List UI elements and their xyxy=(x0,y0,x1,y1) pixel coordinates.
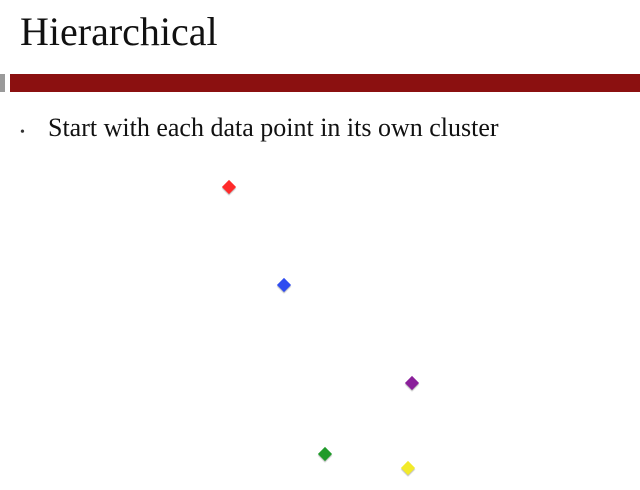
bullet-marker: • xyxy=(20,125,25,140)
red-data-point xyxy=(221,179,237,195)
slide-title: Hierarchical xyxy=(20,9,218,54)
title-rule-tab xyxy=(0,74,5,92)
bullet-item: • Start with each data point in its own … xyxy=(20,110,499,151)
bullet-text: Start with each data point in its own cl… xyxy=(48,113,499,142)
green-data-point xyxy=(317,446,333,462)
blue-data-point xyxy=(276,277,292,293)
yellow-data-point xyxy=(400,460,416,476)
purple-data-point xyxy=(404,375,420,391)
title-rule xyxy=(10,74,640,92)
bullet-list: • Start with each data point in its own … xyxy=(20,110,499,151)
